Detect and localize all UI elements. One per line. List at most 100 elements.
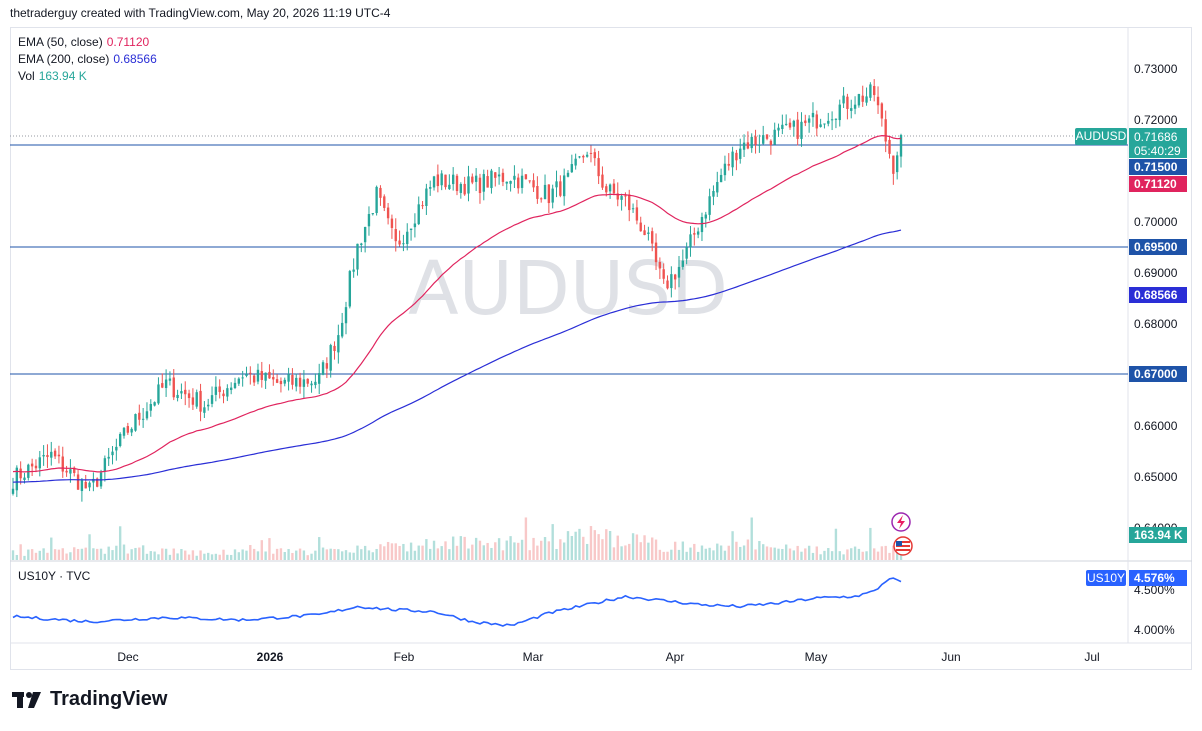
candle-body[interactable]: [444, 174, 447, 188]
candle-body[interactable]: [582, 155, 585, 158]
candle-body[interactable]: [800, 121, 803, 139]
candle-body[interactable]: [168, 378, 172, 381]
candle-body[interactable]: [153, 402, 156, 406]
candle-body[interactable]: [497, 174, 501, 177]
candle-body[interactable]: [459, 183, 463, 193]
candle-body[interactable]: [597, 158, 600, 177]
event-lightning-icon[interactable]: [891, 512, 911, 532]
candle-body[interactable]: [762, 135, 765, 144]
candle-body[interactable]: [233, 382, 237, 388]
candle-body[interactable]: [425, 188, 428, 206]
candle-body[interactable]: [402, 243, 405, 245]
candle-body[interactable]: [662, 269, 665, 279]
candle-body[interactable]: [440, 173, 443, 186]
candle-body[interactable]: [505, 181, 508, 184]
candle-body[interactable]: [103, 458, 107, 472]
candle-body[interactable]: [390, 218, 394, 228]
candle-body[interactable]: [635, 207, 639, 221]
candle-body[interactable]: [735, 152, 738, 161]
candle-body[interactable]: [394, 229, 397, 242]
candle-body[interactable]: [46, 455, 49, 458]
candle-body[interactable]: [252, 375, 256, 383]
candle-body[interactable]: [593, 152, 596, 159]
candle-body[interactable]: [853, 104, 857, 109]
candle-body[interactable]: [237, 378, 241, 384]
candle-body[interactable]: [295, 377, 298, 387]
legend-ema50[interactable]: EMA (50, close) 0.71120: [18, 35, 149, 49]
candle-body[interactable]: [773, 129, 776, 145]
candle-body[interactable]: [107, 456, 110, 459]
candle-body[interactable]: [164, 379, 168, 389]
candle-body[interactable]: [118, 433, 122, 446]
candle-body[interactable]: [486, 176, 489, 188]
candle-body[interactable]: [264, 372, 267, 381]
candle-body[interactable]: [696, 231, 700, 235]
candle-body[interactable]: [892, 155, 895, 174]
candle-body[interactable]: [429, 187, 432, 189]
candle-body[interactable]: [869, 84, 872, 98]
tradingview-logo[interactable]: TradingView: [12, 688, 167, 711]
candle-body[interactable]: [467, 176, 470, 194]
candle-body[interactable]: [876, 96, 880, 106]
candle-body[interactable]: [398, 240, 401, 245]
candle-body[interactable]: [873, 86, 876, 96]
candle-body[interactable]: [704, 214, 707, 219]
candle-body[interactable]: [643, 230, 646, 236]
candle-body[interactable]: [329, 345, 332, 371]
candle-body[interactable]: [88, 482, 91, 488]
candle-body[interactable]: [241, 377, 244, 379]
candle-body[interactable]: [819, 124, 822, 127]
candle-body[interactable]: [222, 393, 225, 397]
candle-body[interactable]: [524, 174, 528, 180]
candle-body[interactable]: [53, 450, 57, 457]
candle-body[interactable]: [360, 243, 363, 245]
candle-body[interactable]: [532, 180, 535, 188]
candle-body[interactable]: [157, 384, 160, 404]
candle-body[interactable]: [639, 222, 642, 232]
candle-body[interactable]: [478, 177, 482, 194]
candle-body[interactable]: [463, 183, 466, 195]
candle-body[interactable]: [693, 233, 696, 235]
candle-body[interactable]: [344, 307, 348, 324]
candle-body[interactable]: [792, 120, 796, 127]
candle-body[interactable]: [92, 478, 95, 483]
candle-body[interactable]: [842, 95, 845, 104]
candle-body[interactable]: [708, 196, 711, 215]
candle-body[interactable]: [195, 392, 198, 407]
candle-body[interactable]: [784, 123, 788, 125]
candle-body[interactable]: [474, 175, 478, 182]
candle-body[interactable]: [149, 404, 152, 411]
candle-body[interactable]: [517, 177, 520, 189]
candle-body[interactable]: [23, 477, 26, 480]
candle-body[interactable]: [145, 411, 149, 419]
candle-body[interactable]: [777, 127, 780, 131]
candle-body[interactable]: [126, 426, 130, 433]
candle-body[interactable]: [432, 176, 436, 188]
candle-body[interactable]: [769, 140, 773, 146]
candle-body[interactable]: [80, 480, 84, 492]
candle-body[interactable]: [191, 397, 195, 405]
candle-body[interactable]: [302, 379, 306, 387]
candlesticks[interactable]: [11, 79, 903, 502]
candle-body[interactable]: [448, 184, 451, 190]
candle-body[interactable]: [333, 345, 336, 351]
candle-body[interactable]: [76, 474, 80, 490]
candle-body[interactable]: [455, 175, 459, 192]
candle-body[interactable]: [670, 274, 673, 289]
candle-body[interactable]: [781, 124, 784, 130]
candle-body[interactable]: [256, 369, 260, 382]
candle-body[interactable]: [352, 269, 355, 272]
candle-body[interactable]: [337, 335, 340, 353]
candle-body[interactable]: [631, 208, 635, 210]
candle-body[interactable]: [451, 174, 455, 185]
legend-ema200[interactable]: EMA (200, close) 0.68566: [18, 52, 157, 66]
candle-body[interactable]: [386, 207, 390, 219]
candle-body[interactable]: [846, 96, 849, 109]
candle-body[interactable]: [754, 136, 757, 145]
candle-body[interactable]: [245, 374, 248, 376]
candle-body[interactable]: [134, 414, 137, 431]
candle-body[interactable]: [30, 463, 34, 467]
candle-body[interactable]: [750, 136, 753, 149]
candle-body[interactable]: [310, 383, 313, 386]
